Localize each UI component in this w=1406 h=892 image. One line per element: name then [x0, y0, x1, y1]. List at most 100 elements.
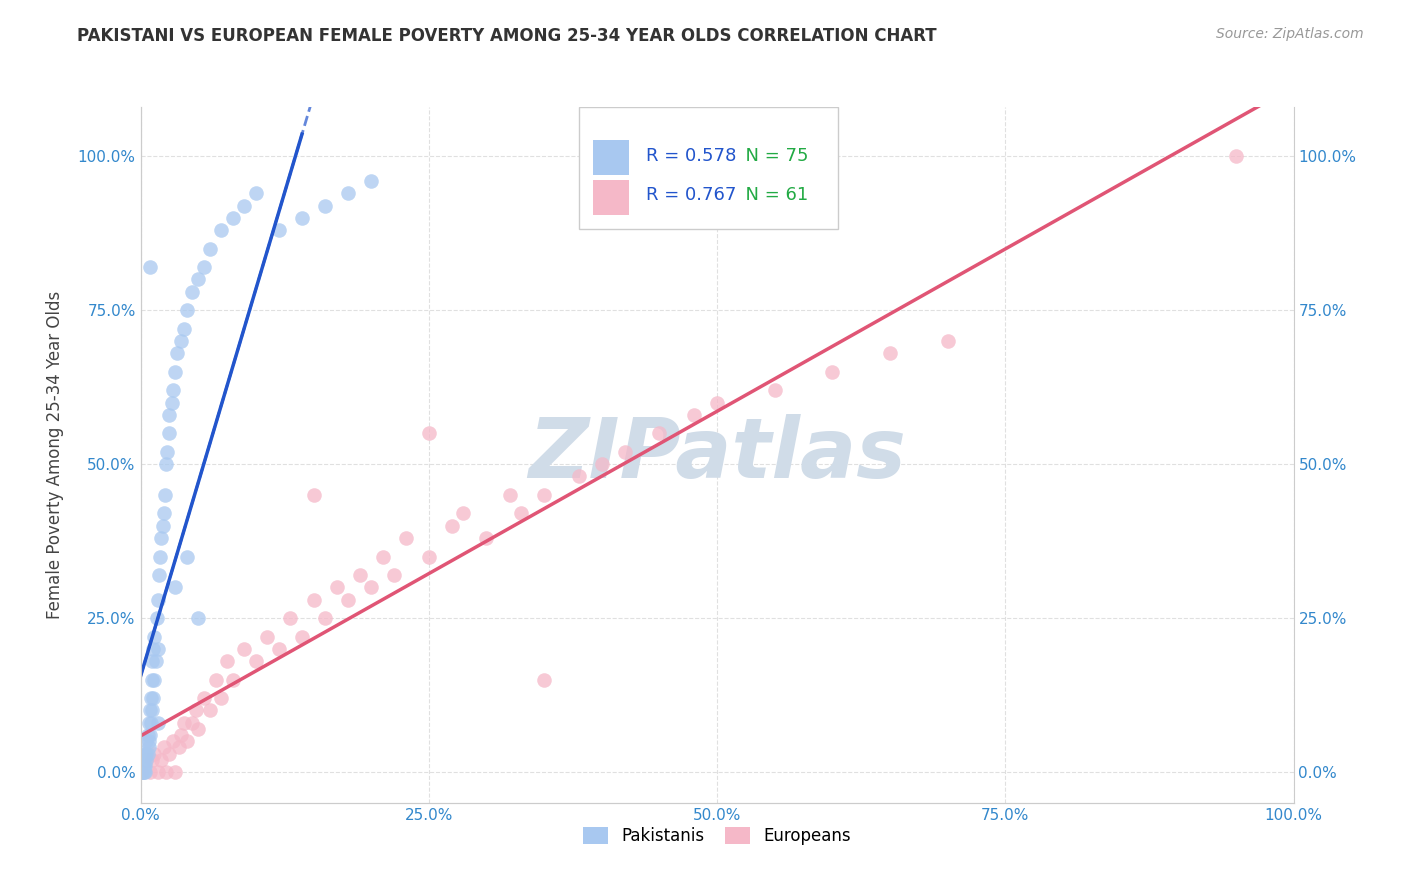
Text: N = 75: N = 75	[734, 147, 808, 165]
Point	[245, 186, 267, 201]
Point	[134, 764, 156, 779]
Point	[160, 395, 183, 409]
Point	[134, 747, 156, 761]
Point	[193, 260, 215, 274]
Point	[176, 549, 198, 564]
Point	[209, 223, 232, 237]
Point	[132, 764, 155, 779]
Point	[156, 445, 179, 459]
Point	[150, 753, 173, 767]
Point	[325, 580, 347, 594]
Point	[533, 488, 555, 502]
Point	[204, 673, 226, 687]
Point	[533, 673, 555, 687]
Point	[136, 747, 159, 761]
Point	[132, 753, 155, 767]
Legend: Pakistanis, Europeans: Pakistanis, Europeans	[575, 819, 859, 854]
Point	[184, 703, 207, 717]
Point	[142, 691, 165, 706]
Point	[222, 673, 245, 687]
Point	[146, 715, 169, 730]
Point	[141, 703, 163, 717]
Point	[418, 549, 440, 564]
Point	[245, 654, 267, 668]
Point	[131, 759, 153, 773]
Point	[152, 518, 174, 533]
Point	[453, 507, 475, 521]
Point	[138, 715, 160, 730]
Point	[145, 611, 167, 625]
Point	[155, 764, 177, 779]
Point	[170, 728, 193, 742]
Point	[152, 507, 174, 521]
Point	[150, 531, 173, 545]
Point	[155, 457, 177, 471]
Point	[159, 408, 180, 422]
Point	[139, 703, 162, 717]
Point	[146, 592, 169, 607]
Point	[360, 580, 382, 594]
Point	[143, 630, 166, 644]
Point	[170, 334, 193, 348]
Point	[267, 641, 290, 656]
Point	[141, 673, 163, 687]
Point	[302, 592, 325, 607]
Point	[187, 611, 209, 625]
Point	[936, 334, 959, 348]
Point	[135, 753, 157, 767]
Point	[763, 384, 786, 398]
Point	[167, 740, 190, 755]
Text: ZIPatlas: ZIPatlas	[529, 415, 905, 495]
Point	[141, 753, 163, 767]
Point	[135, 747, 157, 761]
Point	[138, 740, 160, 755]
Point	[131, 764, 153, 779]
Point	[173, 715, 195, 730]
Point	[149, 549, 172, 564]
Point	[613, 445, 636, 459]
Y-axis label: Female Poverty Among 25-34 Year Olds: Female Poverty Among 25-34 Year Olds	[46, 291, 63, 619]
Point	[314, 611, 336, 625]
Point	[148, 568, 170, 582]
Point	[217, 654, 239, 668]
Point	[440, 518, 463, 533]
Point	[198, 703, 221, 717]
Point	[143, 747, 166, 761]
Point	[136, 728, 159, 742]
Point	[162, 734, 184, 748]
FancyBboxPatch shape	[579, 107, 838, 229]
Point	[143, 673, 166, 687]
Text: PAKISTANI VS EUROPEAN FEMALE POVERTY AMONG 25-34 YEAR OLDS CORRELATION CHART: PAKISTANI VS EUROPEAN FEMALE POVERTY AMO…	[77, 27, 936, 45]
Point	[256, 630, 278, 644]
Point	[176, 303, 198, 318]
Point	[337, 186, 360, 201]
Bar	[592, 180, 630, 215]
Point	[159, 426, 180, 441]
Point	[360, 174, 382, 188]
Point	[165, 580, 187, 594]
Point	[162, 384, 184, 398]
Point	[291, 211, 314, 225]
Point	[510, 507, 533, 521]
Point	[132, 759, 155, 773]
Point	[131, 764, 153, 779]
Point	[1225, 149, 1247, 163]
Point	[706, 395, 728, 409]
Point	[145, 654, 167, 668]
Point	[222, 211, 245, 225]
Point	[648, 426, 671, 441]
Point	[418, 426, 440, 441]
Bar	[592, 140, 630, 175]
Point	[314, 198, 336, 212]
Point	[129, 764, 152, 779]
Point	[146, 641, 169, 656]
Point	[129, 764, 152, 779]
Text: R = 0.767: R = 0.767	[645, 186, 735, 204]
Point	[591, 457, 613, 471]
Point	[475, 531, 498, 545]
Point	[141, 654, 163, 668]
Point	[382, 568, 405, 582]
Text: Source: ZipAtlas.com: Source: ZipAtlas.com	[1216, 27, 1364, 41]
Point	[302, 488, 325, 502]
Point	[821, 365, 844, 379]
